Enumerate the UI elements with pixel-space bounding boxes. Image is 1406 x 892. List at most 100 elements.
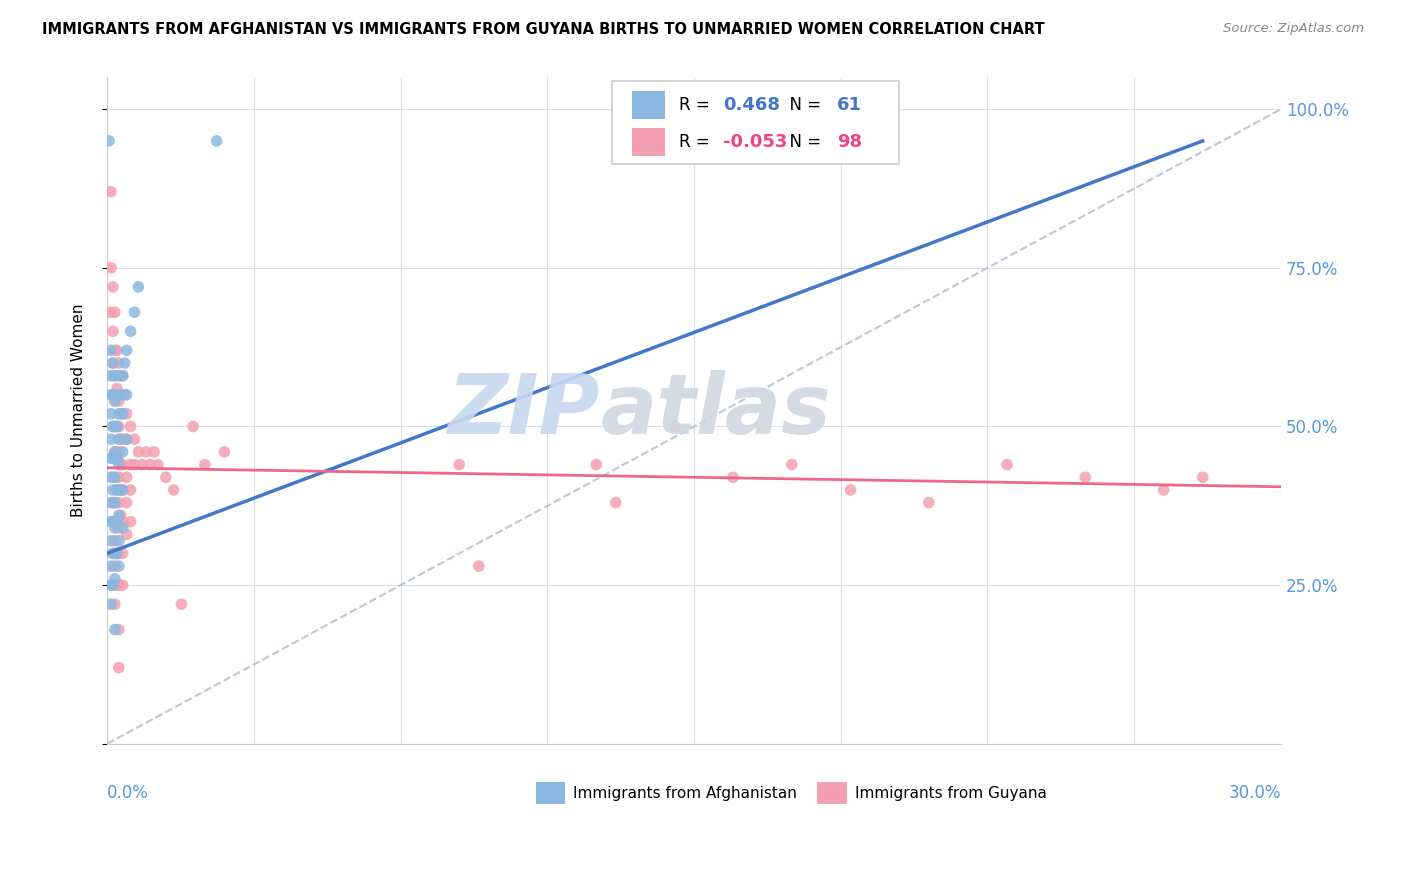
Point [100,260,122,275]
Point [101,324,124,338]
Point [111,578,134,592]
Point [120,515,142,529]
Point [108,394,131,409]
Point [105,381,128,395]
Point [108,546,131,560]
Point [100,597,122,611]
Point [104,368,127,383]
Point [108,445,131,459]
Point [105,546,128,560]
Point [124,305,146,319]
Text: R =: R = [679,95,714,114]
Point [585,458,607,472]
Point [101,356,124,370]
Text: 0.468: 0.468 [723,95,780,114]
Point [101,496,124,510]
Point [124,458,146,472]
Point [664,419,686,434]
Point [100,305,122,319]
Point [115,470,138,484]
Point [181,419,204,434]
Point [101,356,124,370]
Point [205,134,228,148]
Point [115,388,138,402]
Point [105,388,128,402]
Text: Immigrants from Guyana: Immigrants from Guyana [855,787,1046,801]
Point [104,521,127,535]
Point [108,559,131,574]
Point [108,578,131,592]
Text: Immigrants from Afghanistan: Immigrants from Afghanistan [574,787,797,801]
Point [110,508,132,523]
Point [114,388,136,402]
Point [101,419,124,434]
Point [104,394,127,409]
Point [105,451,128,466]
Point [110,407,132,421]
Point [104,419,127,434]
Point [104,496,127,510]
Point [721,470,744,484]
Point [105,419,128,434]
Point [105,343,128,358]
Point [110,432,132,446]
Point [214,445,236,459]
Text: 0.0%: 0.0% [107,784,149,802]
Point [104,343,127,358]
Point [100,407,122,421]
Point [605,496,627,510]
Point [162,483,184,497]
Point [111,483,134,497]
Text: atlas: atlas [600,370,831,451]
FancyBboxPatch shape [631,128,665,155]
Point [104,515,127,529]
Point [1191,470,1213,484]
Point [108,356,131,370]
Point [194,458,217,472]
Point [780,458,803,472]
Point [108,533,131,548]
Point [110,368,132,383]
Point [105,515,128,529]
Point [111,368,134,383]
Point [120,458,142,472]
Point [104,496,127,510]
Point [111,407,134,421]
Point [100,533,122,548]
Point [139,458,162,472]
Point [127,445,149,459]
Point [101,515,124,529]
Point [104,572,127,586]
Text: IMMIGRANTS FROM AFGHANISTAN VS IMMIGRANTS FROM GUYANA BIRTHS TO UNMARRIED WOMEN : IMMIGRANTS FROM AFGHANISTAN VS IMMIGRANT… [42,22,1045,37]
Point [115,432,138,446]
Point [104,419,127,434]
Point [100,368,122,383]
Text: ZIP: ZIP [447,370,600,451]
Point [111,515,134,529]
Point [1153,483,1175,497]
Point [839,483,862,497]
Point [114,356,136,370]
Point [101,546,124,560]
Point [101,578,124,592]
Point [120,324,142,338]
Point [100,578,122,592]
Point [100,559,122,574]
Point [135,445,157,459]
Point [104,394,127,409]
Text: 61: 61 [837,95,862,114]
Point [105,515,128,529]
FancyBboxPatch shape [817,782,846,804]
Point [111,483,134,497]
Point [104,559,127,574]
Point [108,419,131,434]
Text: N =: N = [779,95,825,114]
Point [108,458,131,472]
Point [170,597,193,611]
Point [111,407,134,421]
Point [101,419,124,434]
Y-axis label: Births to Unmarried Women: Births to Unmarried Women [72,304,86,517]
Point [110,458,132,472]
Point [108,661,131,675]
Point [105,451,128,466]
